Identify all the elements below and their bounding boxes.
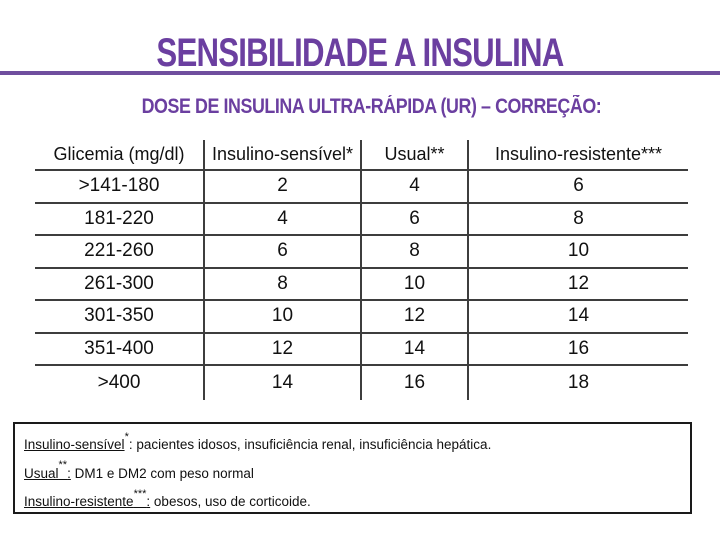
column-header-insulino-resistente: Insulino-resistente*** [494,144,663,164]
table-cell: 8 [573,207,584,229]
page-title: SENSIBILIDADE A INSULINA [156,31,564,75]
table-cell: 8 [205,268,362,299]
table-cell: 2 [205,171,362,202]
table-cell: 181-220 [35,203,205,234]
table-cell: 6 [573,175,584,197]
table-cell: >141-180 [35,171,205,202]
table-cell: 10 [567,240,590,262]
title-divider [0,71,720,75]
table-cell: 12 [205,333,362,364]
asterisk-marker: ** [58,459,68,471]
asterisk-marker: *** [133,487,147,500]
note-insulino-resistente: Insulino-resistente***: obesos, uso de c… [24,487,682,511]
note-text: pacientes idosos, insuficiência renal, i… [132,437,492,452]
note-term: Insulino-resistente***: [24,487,151,509]
note-text: obesos, uso de corticoide. [150,494,311,509]
subtitle-row: DOSE DE INSULINA ULTRA-RÁPIDA (UR) – COR… [0,95,720,119]
table-cell: 18 [567,372,590,393]
note-text: DM1 e DM2 com peso normal [70,465,254,481]
title-row: SENSIBILIDADE A INSULINA [0,31,720,76]
table-cell: 8 [362,236,469,267]
column-header-insulino-sensivel: Insulino-sensível* [205,140,362,169]
table-cell: 12 [567,272,590,294]
table-cell: 301-350 [35,301,205,332]
table-cell: 4 [205,203,362,234]
table-cell: 14 [567,305,590,327]
table-cell: 4 [362,171,469,202]
table-cell: 261-300 [35,268,205,299]
table-cell: 10 [205,301,362,332]
slide-subtitle: DOSE DE INSULINA ULTRA-RÁPIDA (UR) – COR… [141,95,601,118]
note-term: Insulino-sensível [24,437,125,452]
note-colon: : [128,437,133,452]
table-cell: 16 [567,337,590,359]
footnotes-box: Insulino-sensível*: pacientes idosos, in… [13,422,692,514]
table-cell: 12 [362,301,469,332]
table-row: 181-220 4 6 8 [35,203,688,236]
asterisk-marker: * [124,430,129,443]
table-cell: 6 [205,236,362,267]
table-header-row: Glicemia (mg/dl) Insulino-sensível* Usua… [35,140,688,171]
table-cell: 14 [362,333,469,364]
table-cell: 221-260 [35,236,205,267]
note-usual: Usual**: DM1 e DM2 com peso normal [24,459,682,483]
table-cell: 16 [362,366,469,400]
note-colon: : [146,494,151,509]
note-colon: : [67,465,71,481]
note-term: Usual**: [24,459,71,481]
dose-table: Glicemia (mg/dl) Insulino-sensível* Usua… [35,140,688,400]
table-row: 351-400 12 14 16 [35,333,688,366]
column-header-usual: Usual** [362,140,469,169]
table-row: 221-260 6 8 10 [35,236,688,269]
table-cell: 351-400 [35,333,205,364]
note-insulino-sensivel: Insulino-sensível*: pacientes idosos, in… [24,431,682,454]
table-row: >400 14 16 18 [35,366,688,400]
column-header-glicemia: Glicemia (mg/dl) [35,140,205,169]
table-cell: >400 [35,366,205,400]
table-row: 261-300 8 10 12 [35,268,688,301]
table-row: >141-180 2 4 6 [35,171,688,204]
table-cell: 10 [362,268,469,299]
table-cell: 6 [362,203,469,234]
table-row: 301-350 10 12 14 [35,301,688,334]
table-cell: 14 [205,366,362,400]
